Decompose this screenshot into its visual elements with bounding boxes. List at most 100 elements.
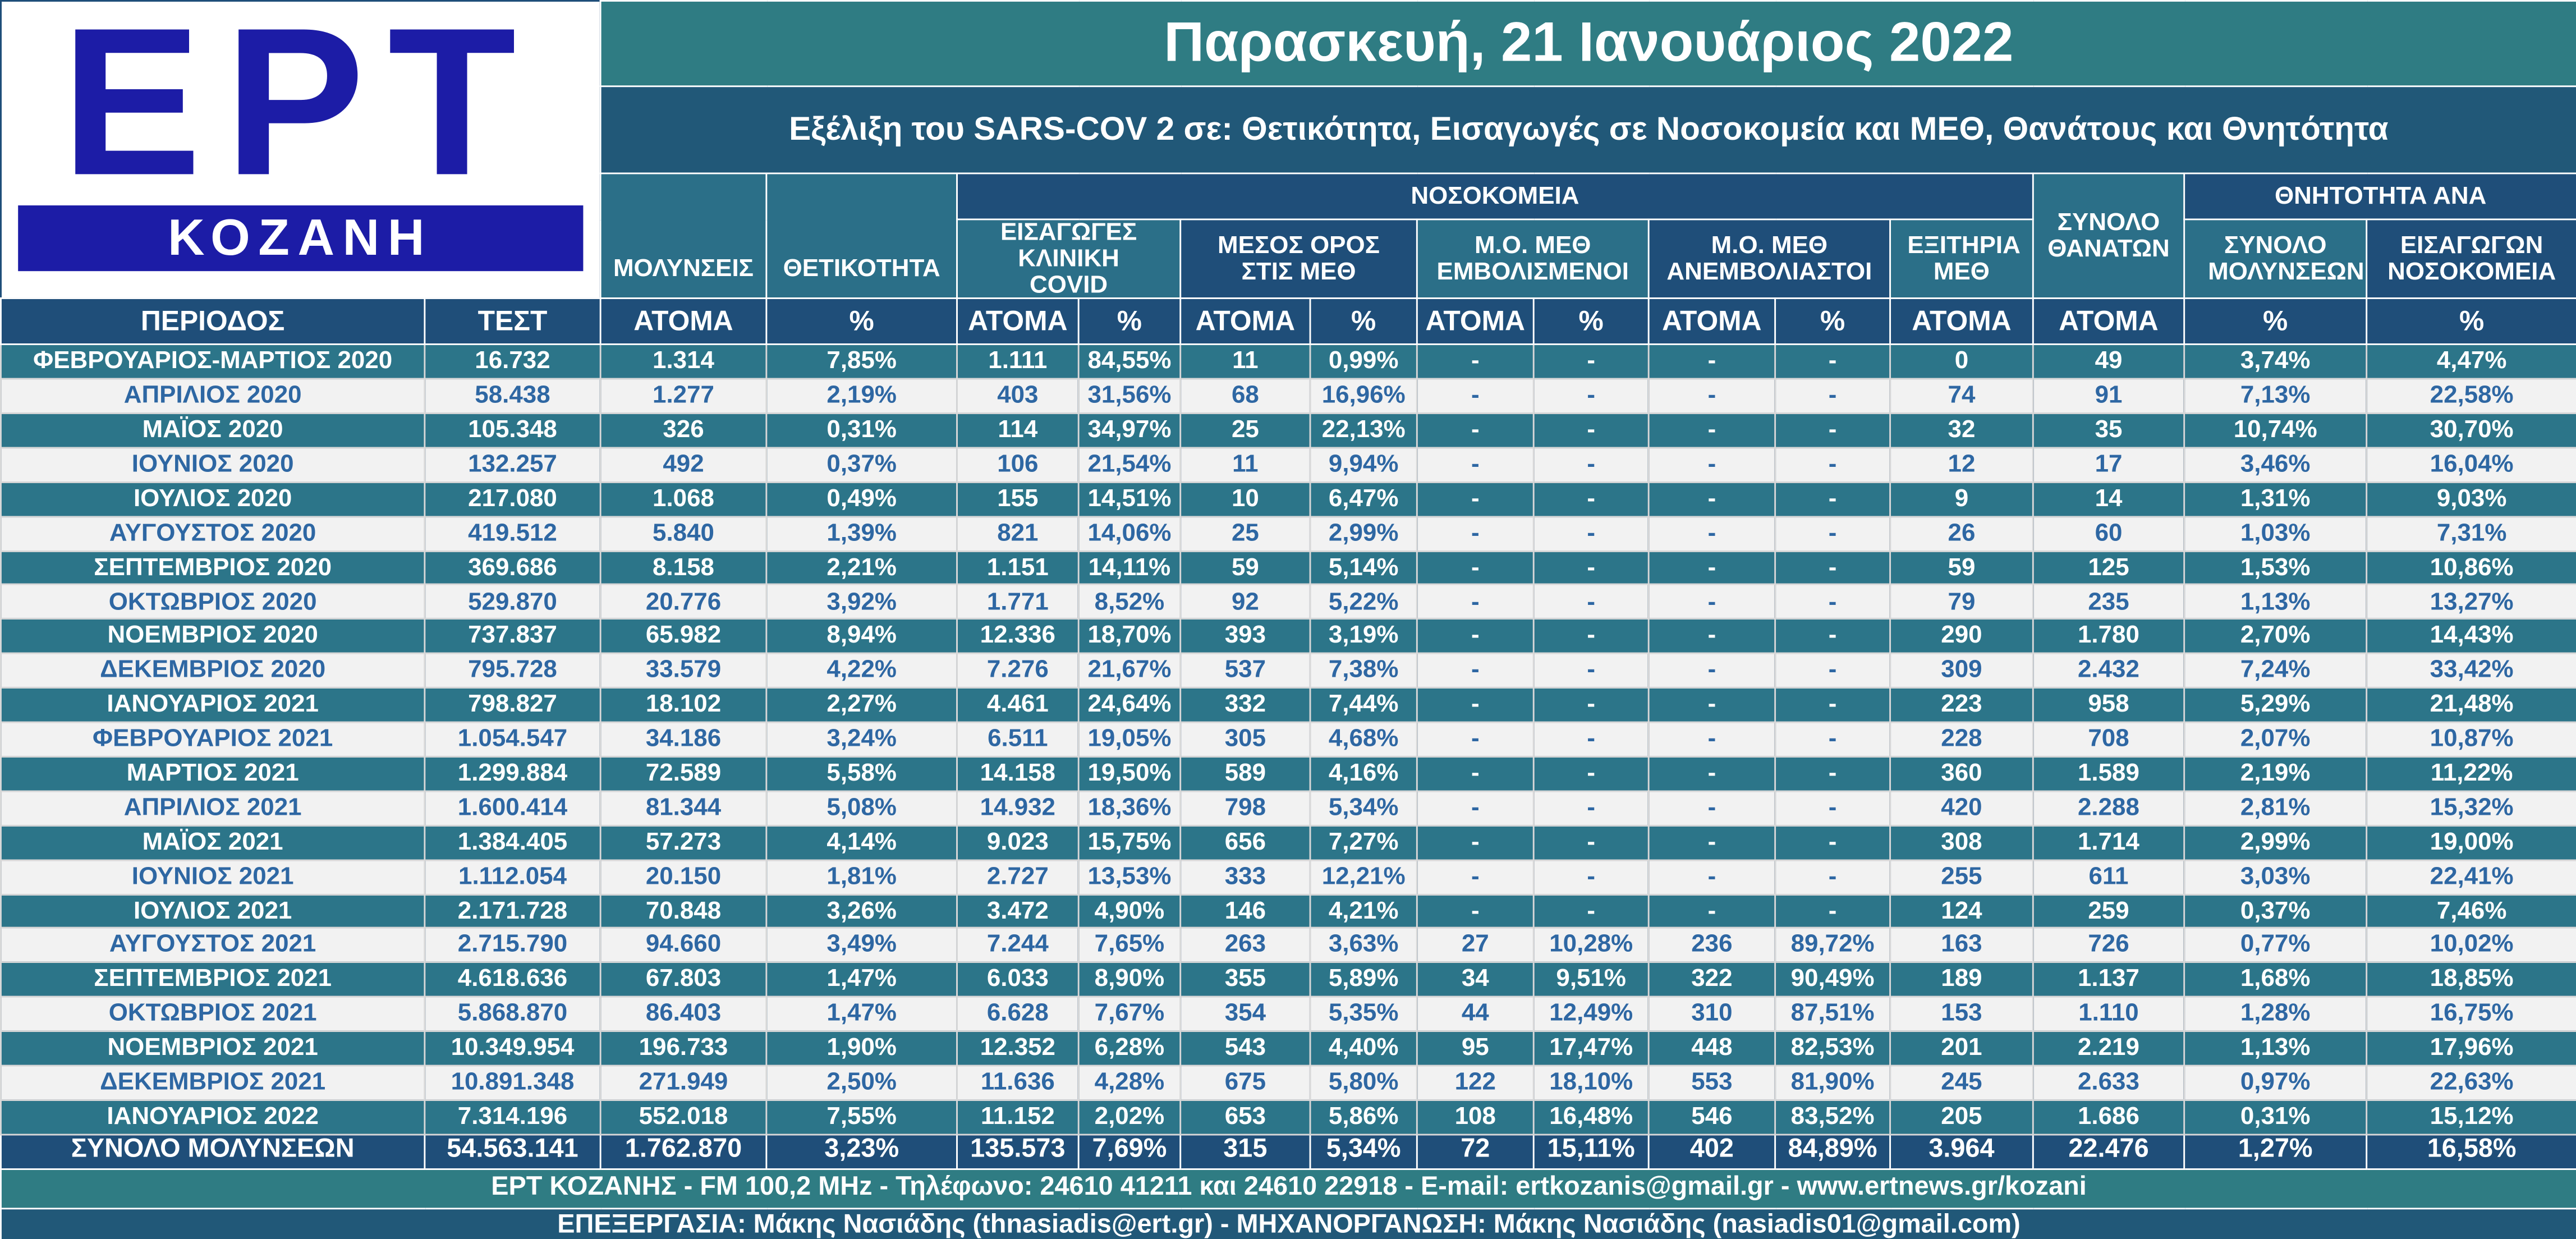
value-cell: 310 (1647, 996, 1776, 1032)
subgroup-header: ΕΞΙΤΗΡΙΑ ΜΕΘ (1889, 218, 2034, 300)
value-cell: 492 (599, 447, 768, 483)
group-header: ΘΝΗΤΟΤΗΤΑ ΑΝΑ (2183, 172, 2576, 221)
data-row: ΟΚΤΩΒΡΙΟΣ 2020 529.870 20.776 3,92% 1.771 8,5… (0, 584, 2576, 621)
value-cell: 1.771 (956, 584, 1080, 621)
value-cell: 5,22% (1309, 584, 1418, 621)
value-cell: 1.299.884 (424, 755, 601, 792)
value-cell: 5,29% (2183, 687, 2368, 723)
unit-header: % (2366, 297, 2576, 346)
value-cell: - (1416, 755, 1535, 792)
value-cell: 326 (599, 412, 768, 449)
period-cell: ΦΕΒΡΟΥΑΡΙΟΣ 2021 (0, 721, 426, 758)
value-cell: 1,68% (2183, 961, 2368, 998)
value-cell: 125 (2032, 549, 2185, 586)
unit-header: % (1774, 297, 1891, 346)
value-cell: 1.780 (2032, 618, 2185, 655)
total-cell: 135.573 (956, 1133, 1080, 1170)
value-cell: 87,51% (1774, 996, 1891, 1032)
unit-header: % (765, 297, 958, 346)
data-row: ΑΥΓΟΥΣΤΟΣ 2020 419.512 5.840 1,39% 821 14,06%… (0, 515, 2576, 552)
unit-header: ΑΤΟΜΑ (1647, 297, 1776, 346)
value-cell: 18.102 (599, 687, 768, 723)
value-cell: 57.273 (599, 824, 768, 861)
value-cell: 1,47% (765, 961, 958, 998)
value-cell: 1,13% (2183, 584, 2368, 621)
group-header: ΘΕΤΙΚΟΤΗΤΑ (765, 172, 958, 300)
value-cell: 35 (2032, 412, 2185, 449)
logo-city: ΚΟΖΑΝΗ (17, 204, 584, 270)
data-row: ΙΟΥΝΙΟΣ 2021 1.112.054 20.150 1,81% 2.727 13,… (0, 859, 2576, 895)
value-cell: 16,75% (2366, 996, 2576, 1032)
value-cell: 10,28% (1532, 927, 1650, 963)
value-cell: 205 (1889, 1099, 2034, 1135)
value-cell: 14 (2032, 481, 2185, 517)
value-cell: - (1416, 378, 1535, 415)
unit-header: ΑΤΟΜΑ (1179, 297, 1311, 346)
value-cell: 68 (1179, 378, 1311, 415)
value-cell: 6.628 (956, 996, 1080, 1032)
value-cell: 19,05% (1077, 721, 1182, 758)
value-cell: - (1647, 893, 1776, 929)
unit-header: % (1077, 297, 1182, 346)
value-cell: 4,47% (2366, 343, 2576, 380)
value-cell: - (1416, 412, 1535, 449)
total-cell: 72 (1416, 1133, 1535, 1170)
value-cell: 105.348 (424, 412, 601, 449)
value-cell: 1.686 (2032, 1099, 2185, 1135)
value-cell: 22,63% (2366, 1064, 2576, 1101)
value-cell: 737.837 (424, 618, 601, 655)
value-cell: 14,06% (1077, 515, 1182, 552)
value-cell: 0,77% (2183, 927, 2368, 963)
value-cell: 94.660 (599, 927, 768, 963)
period-cell: ΙΟΥΝΙΟΣ 2021 (0, 859, 426, 895)
value-cell: 114 (956, 412, 1080, 449)
value-cell: 12.352 (956, 1030, 1080, 1067)
value-cell: 12,49% (1532, 996, 1650, 1032)
value-cell: 3,74% (2183, 343, 2368, 380)
value-cell: 1,81% (765, 859, 958, 895)
value-cell: 7,46% (2366, 893, 2576, 929)
subgroup-header: ΕΙΣΑΓΩΓΕΣ ΚΛΙΝΙΚΗ COVID (956, 218, 1182, 300)
value-cell: 65.982 (599, 618, 768, 655)
value-cell: 18,70% (1077, 618, 1182, 655)
value-cell: 7,13% (2183, 378, 2368, 415)
total-cell: 54.563.141 (424, 1133, 601, 1170)
value-cell: - (1774, 653, 1891, 689)
period-cell: ΜΑΡΤΙΟΣ 2021 (0, 755, 426, 792)
data-row: ΑΥΓΟΥΣΤΟΣ 2021 2.715.790 94.660 3,49% 7.244 7… (0, 927, 2576, 963)
period-cell: ΦΕΒΡΟΥΑΡΙΟΣ-ΜΑΡΤΙΟΣ 2020 (0, 343, 426, 380)
value-cell: 656 (1179, 824, 1311, 861)
value-cell: 308 (1889, 824, 2034, 861)
value-cell: 0,37% (765, 447, 958, 483)
value-cell: 89,72% (1774, 927, 1891, 963)
value-cell: 86.403 (599, 996, 768, 1032)
data-row: ΔΕΚΕΜΒΡΙΟΣ 2020 795.728 33.579 4,22% 7.276 21… (0, 653, 2576, 689)
value-cell: 11,22% (2366, 755, 2576, 792)
total-cell: 3,23% (765, 1133, 958, 1170)
value-cell: 236 (1647, 927, 1776, 963)
value-cell: 611 (2032, 859, 2185, 895)
value-cell: 22,41% (2366, 859, 2576, 895)
value-cell: 0,31% (765, 412, 958, 449)
value-cell: 11 (1179, 343, 1311, 380)
value-cell: 2.715.790 (424, 927, 601, 963)
value-cell: 82,53% (1774, 1030, 1891, 1067)
value-cell: - (1416, 687, 1535, 723)
value-cell: 675 (1179, 1064, 1311, 1101)
value-cell: 5,58% (765, 755, 958, 792)
data-row: ΜΑΪΟΣ 2021 1.384.405 57.273 4,14% 9.023 15,75… (0, 824, 2576, 861)
value-cell: 420 (1889, 790, 2034, 827)
value-cell: 271.949 (599, 1064, 768, 1101)
unit-header: ΑΤΟΜΑ (1889, 297, 2034, 346)
value-cell: 13,27% (2366, 584, 2576, 621)
value-cell: 21,54% (1077, 447, 1182, 483)
value-cell: 8,94% (765, 618, 958, 655)
value-cell: - (1647, 378, 1776, 415)
total-cell: 3.964 (1889, 1133, 2034, 1170)
value-cell: 322 (1647, 961, 1776, 998)
period-cell: ΟΚΤΩΒΡΙΟΣ 2021 (0, 996, 426, 1032)
value-cell: 1.068 (599, 481, 768, 517)
value-cell: 83,52% (1774, 1099, 1891, 1135)
